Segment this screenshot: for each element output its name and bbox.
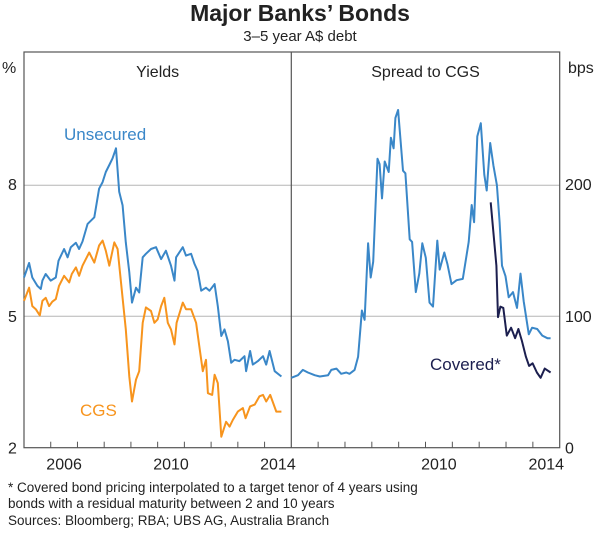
- panel-title: Yields: [136, 64, 179, 81]
- footnote-1: * Covered bond pricing interpolated to a…: [8, 480, 418, 495]
- series-label-cgs: CGS: [80, 401, 117, 420]
- y-tick-label: 5: [8, 309, 17, 326]
- series-line-covered: [489, 202, 552, 379]
- x-tick-label: 2014: [260, 457, 296, 474]
- y-tick-label: 100: [565, 309, 592, 326]
- series-label-unsecured: Unsecured: [64, 125, 146, 144]
- unit-label: bps: [568, 60, 594, 77]
- chart-title: Major Banks’ Bonds: [190, 0, 410, 26]
- chart-subtitle: 3–5 year A$ debt: [243, 28, 357, 45]
- footnote-2: bonds with a residual maturity between 2…: [8, 496, 335, 511]
- series-line-unsecured: [23, 147, 283, 378]
- unit-label: %: [2, 60, 16, 77]
- y-tick-label: 2: [8, 441, 17, 458]
- x-tick-label: 2014: [528, 457, 564, 474]
- y-tick-label: 8: [8, 177, 17, 194]
- x-tick-label: 2010: [421, 457, 457, 474]
- series-line-unsecured: [290, 109, 551, 379]
- sources-note: Sources: Bloomberg; RBA; UBS AG, Austral…: [8, 513, 330, 528]
- x-tick-label: 2010: [153, 457, 189, 474]
- panel-title: Spread to CGS: [371, 64, 480, 81]
- series-line-cgs: [23, 239, 282, 438]
- y-tick-label: 0: [565, 441, 574, 458]
- x-tick-label: 2006: [46, 457, 82, 474]
- y-tick-label: 200: [565, 177, 592, 194]
- series-label-covered: Covered*: [430, 355, 501, 374]
